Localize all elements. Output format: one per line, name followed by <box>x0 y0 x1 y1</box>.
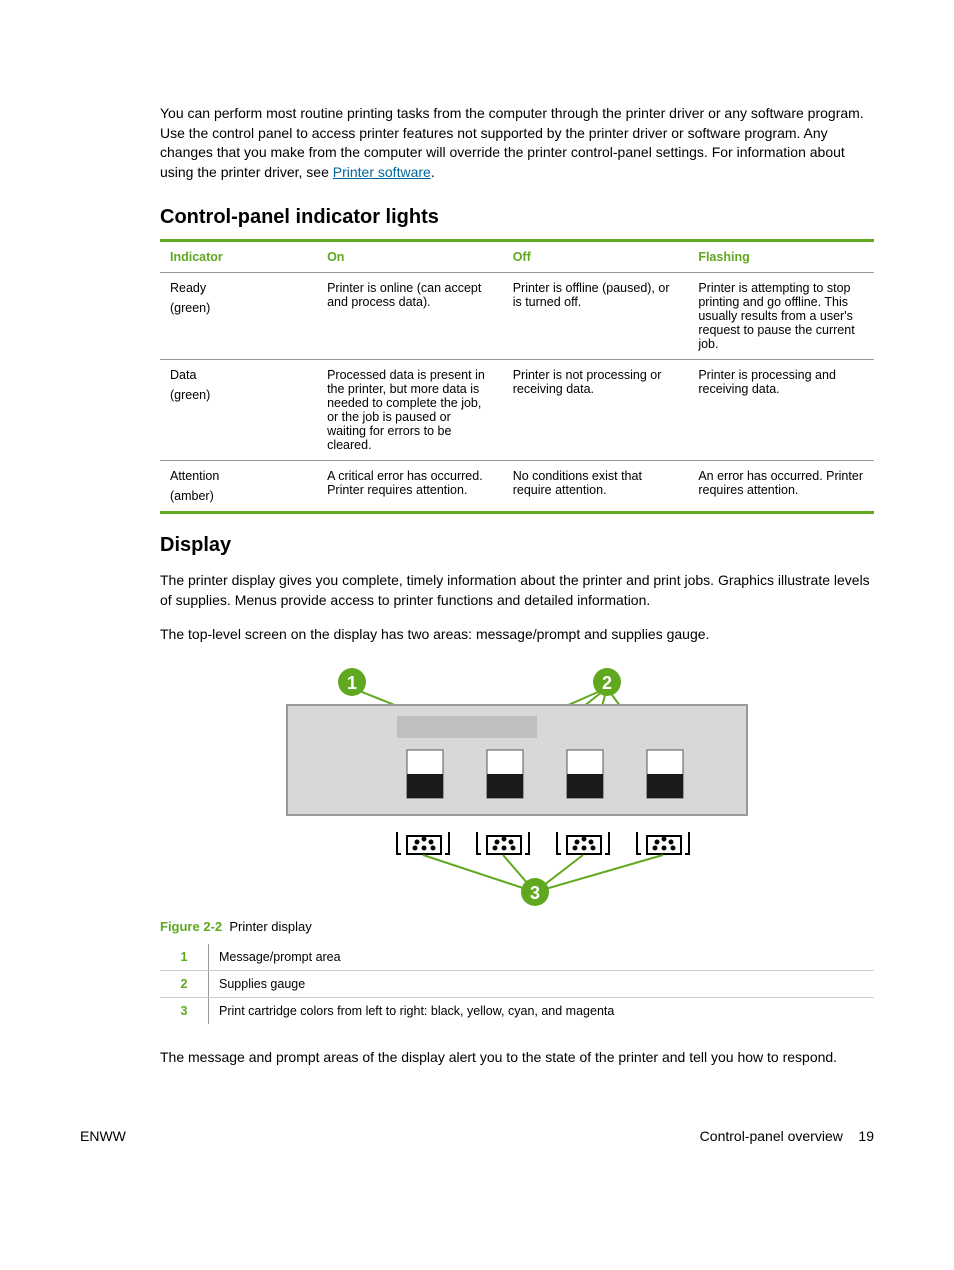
intro-text: You can perform most routine printing ta… <box>160 105 864 180</box>
indicator-color: (amber) <box>170 489 307 503</box>
indicator-name: Attention <box>170 469 307 483</box>
callout-row: 3 Print cartridge colors from left to ri… <box>160 998 874 1025</box>
table-row: Ready (green) Printer is online (can acc… <box>160 273 874 360</box>
table-header-row: Indicator On Off Flashing <box>160 242 874 273</box>
display-paragraph-1: The printer display gives you complete, … <box>160 571 874 610</box>
cell-off: Printer is not processing or receiving d… <box>503 360 689 461</box>
callout-text: Message/prompt area <box>209 944 875 971</box>
cell-flashing: An error has occurred. Printer requires … <box>688 461 874 512</box>
closing-paragraph: The message and prompt areas of the disp… <box>160 1048 874 1068</box>
indicator-color: (green) <box>170 388 307 402</box>
figure-caption: Figure 2-2 Printer display <box>160 919 874 934</box>
callout-legend: 1 Message/prompt area 2 Supplies gauge 3… <box>160 944 874 1024</box>
cell-off: Printer is offline (paused), or is turne… <box>503 273 689 360</box>
badge-2: 2 <box>602 673 612 693</box>
indicator-color: (green) <box>170 301 307 315</box>
callout-text: Supplies gauge <box>209 971 875 998</box>
col-indicator: Indicator <box>160 242 317 273</box>
cell-flashing: Printer is attempting to stop printing a… <box>688 273 874 360</box>
callout-number: 3 <box>160 998 209 1025</box>
callout-text: Print cartridge colors from left to righ… <box>209 998 875 1025</box>
callout-number: 1 <box>160 944 209 971</box>
printer-display-figure: 1 2 3 <box>160 660 874 913</box>
table-row: Attention (amber) A critical error has o… <box>160 461 874 512</box>
cell-on: Printer is online (can accept and proces… <box>317 273 503 360</box>
indicator-name: Ready <box>170 281 307 295</box>
cell-off: No conditions exist that require attenti… <box>503 461 689 512</box>
indicator-table: Indicator On Off Flashing Ready (green) … <box>160 239 874 514</box>
cell-flashing: Printer is processing and receiving data… <box>688 360 874 461</box>
intro-after: . <box>431 164 435 180</box>
page-footer: ENWW Control-panel overview 19 <box>80 1128 874 1144</box>
intro-paragraph: You can perform most routine printing ta… <box>160 104 874 182</box>
figure-title: Printer display <box>229 919 311 934</box>
col-on: On <box>317 242 503 273</box>
badge-1: 1 <box>347 673 357 693</box>
section-heading-display: Display <box>160 534 874 557</box>
badge-3: 3 <box>530 883 540 903</box>
figure-number: Figure 2-2 <box>160 919 222 934</box>
table-row: Data (green) Processed data is present i… <box>160 360 874 461</box>
printer-software-link[interactable]: Printer software <box>333 164 431 180</box>
footer-left: ENWW <box>80 1128 126 1144</box>
callout-row: 2 Supplies gauge <box>160 971 874 998</box>
indicator-name: Data <box>170 368 307 382</box>
section-heading-indicator-lights: Control-panel indicator lights <box>160 206 874 229</box>
col-off: Off <box>503 242 689 273</box>
display-paragraph-2: The top-level screen on the display has … <box>160 625 874 645</box>
footer-right: Control-panel overview 19 <box>700 1128 874 1144</box>
col-flashing: Flashing <box>688 242 874 273</box>
callout-row: 1 Message/prompt area <box>160 944 874 971</box>
cell-on: Processed data is present in the printer… <box>317 360 503 461</box>
callout-number: 2 <box>160 971 209 998</box>
cell-on: A critical error has occurred. Printer r… <box>317 461 503 512</box>
